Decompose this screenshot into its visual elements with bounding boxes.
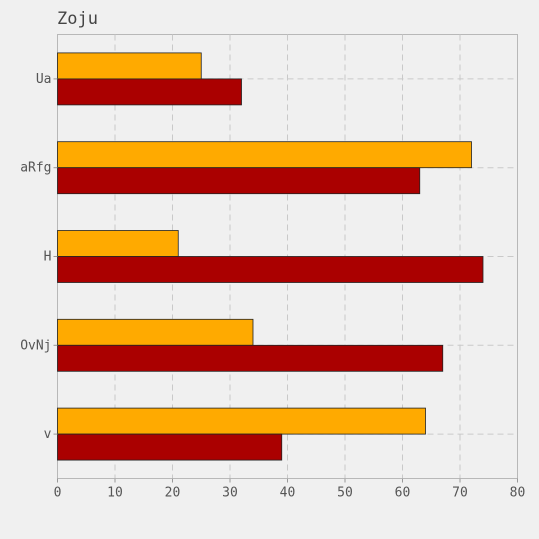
bar-series-1 <box>57 141 472 169</box>
x-tick-label: 80 <box>510 486 526 501</box>
bar-series-2 <box>57 167 421 195</box>
x-tick-label: 60 <box>395 486 411 501</box>
category-label: aRfg <box>20 161 51 176</box>
bar-series-1 <box>57 52 202 80</box>
bar-series-2 <box>57 344 444 372</box>
x-tick-label: 0 <box>54 486 62 501</box>
bar-series-2 <box>57 256 484 283</box>
bar-series-1 <box>57 407 426 435</box>
bar-series-2 <box>57 433 283 461</box>
bar-series-1 <box>57 230 179 257</box>
x-tick-label: 70 <box>452 486 468 501</box>
chart-title: Zoju <box>57 9 98 29</box>
x-tick-label: 40 <box>280 486 296 501</box>
bar-series-2 <box>57 78 242 106</box>
y-axis-categories: Ua aRfg H OvNj v <box>20 72 58 442</box>
bar-series-1 <box>57 318 254 346</box>
x-tick-label: 50 <box>337 486 353 501</box>
x-tick-label: 30 <box>222 486 238 501</box>
category-label: H <box>44 250 52 265</box>
x-axis-ticks: 0 10 20 30 40 50 60 70 80 <box>54 478 526 501</box>
bars <box>57 52 484 461</box>
x-tick-label: 10 <box>107 486 123 501</box>
category-label: Ua <box>36 72 52 87</box>
category-label: OvNj <box>20 338 51 353</box>
x-tick-label: 20 <box>165 486 181 501</box>
category-label: v <box>44 427 52 442</box>
